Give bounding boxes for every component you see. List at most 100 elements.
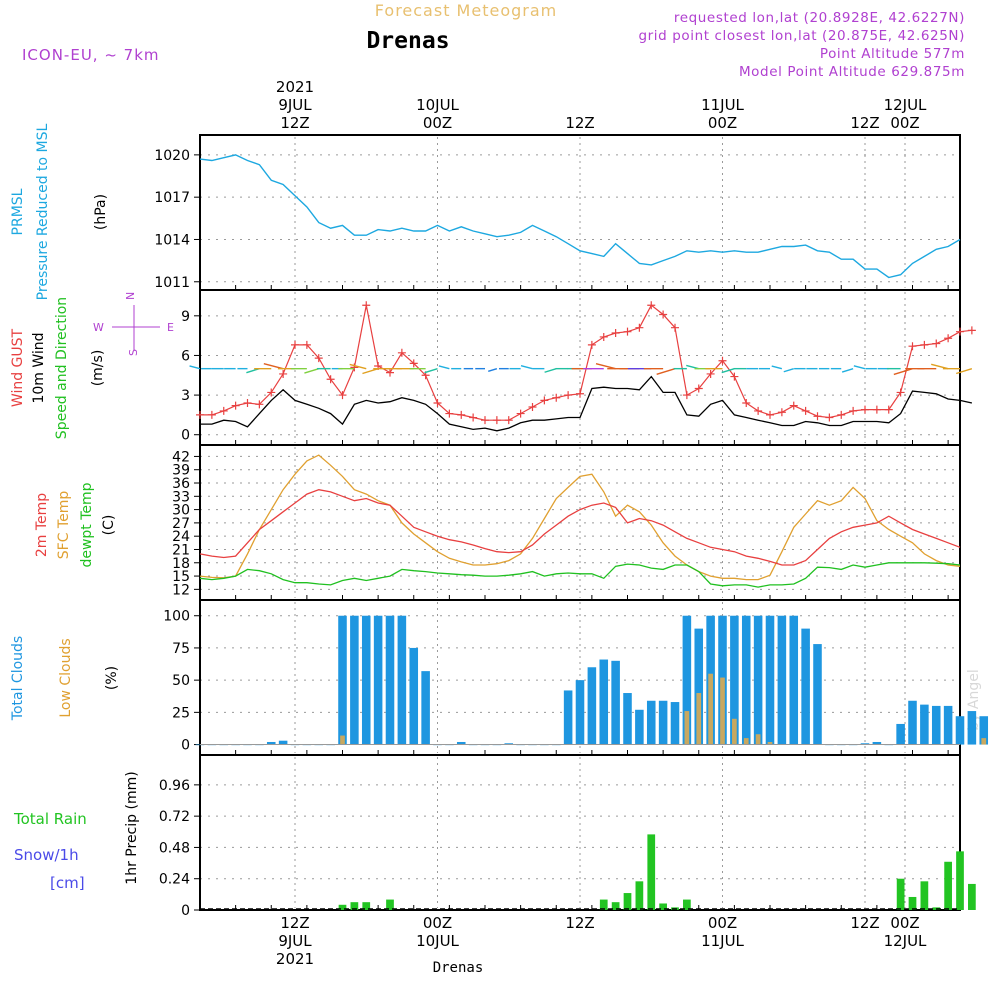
y-tick-label: 0.24	[159, 872, 190, 888]
legend-total-rain: Total Rain	[13, 810, 87, 828]
bottom-axis-label: 00Z	[423, 914, 452, 932]
chart-panels: 1011101410171020036912151821242730333639…	[10, 123, 989, 919]
location-title: Drenas	[366, 28, 449, 54]
model-altitude: Model Point Altitude 629.875m	[739, 64, 965, 80]
bar-total-clouds	[979, 716, 989, 745]
wind-direction-arrow	[721, 367, 735, 374]
gust-point-marker	[611, 328, 620, 337]
y-label-low-clouds: Low Clouds	[58, 638, 74, 717]
bars-total-rain	[338, 834, 976, 910]
bar-total-clouds	[955, 716, 965, 745]
wind-direction-arrow	[771, 365, 783, 370]
y-tick-label: 1020	[154, 148, 190, 164]
gust-point-marker	[872, 405, 881, 414]
bar-total-clouds	[813, 644, 822, 745]
wind-direction-arrow	[424, 367, 438, 374]
bar-total-clouds	[504, 743, 514, 745]
bar-total-clouds	[587, 667, 597, 745]
bar-low-clouds	[767, 741, 773, 745]
gust-point-marker	[884, 405, 893, 414]
model-label: ICON-EU, ~ 7km	[22, 46, 160, 64]
gust-point-marker	[219, 406, 228, 415]
gust-point-marker	[481, 416, 489, 425]
bar-total-clouds	[777, 615, 787, 745]
bar-rain	[635, 881, 644, 910]
panel-frame	[199, 754, 961, 911]
gust-point-marker	[504, 416, 513, 425]
bar-low-clouds	[684, 711, 690, 745]
y-label-pressure-msl: Pressure Reduced to MSL	[35, 123, 51, 300]
bar-rain	[944, 861, 952, 910]
bar-total-clouds	[908, 700, 917, 745]
bottom-axis-label: 10JUL	[416, 932, 459, 950]
bar-total-clouds	[361, 615, 371, 745]
wind-arrows	[189, 362, 973, 376]
series-line-sfc-temp	[199, 454, 961, 581]
gust-point-marker	[647, 301, 656, 310]
wind-direction-arrow	[956, 367, 973, 375]
y-label-2m-temp: 2m Temp	[34, 493, 50, 557]
gust-point-marker	[255, 400, 264, 409]
y-label-percent: (%)	[104, 666, 120, 690]
gust-point-marker	[314, 354, 323, 363]
gust-point-marker	[967, 326, 976, 335]
gust-point-marker	[659, 310, 668, 319]
bar-low-clouds	[981, 738, 987, 745]
wind-direction-arrow	[520, 365, 533, 370]
gust-point-marker	[386, 368, 394, 377]
bar-rain	[647, 834, 656, 910]
bar-total-clouds	[421, 671, 430, 745]
bar-total-clouds	[599, 659, 609, 745]
bar-total-clouds	[765, 615, 775, 745]
y-tick-label: 12	[172, 582, 190, 598]
bar-total-clouds	[611, 660, 620, 745]
bar-rain	[362, 902, 371, 910]
top-axis-label: 12Z	[280, 114, 309, 132]
bar-total-clouds	[860, 743, 870, 745]
top-axis-label: 10JUL	[416, 96, 459, 114]
y-tick-label: 9	[181, 309, 190, 325]
bottom-axis-label: 12Z	[850, 914, 879, 932]
wind-direction-arrow	[304, 367, 319, 374]
y-label-sfc-temp: SFC Temp	[56, 491, 72, 560]
gust-point-marker	[742, 399, 751, 408]
series-line-dewpt-temp	[199, 562, 961, 588]
gust-point-marker	[445, 409, 454, 418]
compass-w: W	[93, 321, 104, 334]
bottom-axis-label: 2021	[276, 950, 314, 968]
gust-point-marker	[766, 410, 774, 419]
gust-point-marker	[599, 332, 608, 341]
gust-point-marker	[718, 356, 727, 365]
gust-point-marker	[837, 410, 846, 419]
y-tick-label: 100	[163, 609, 190, 625]
bar-total-clouds	[266, 741, 276, 745]
y-tick-label: 21	[172, 542, 190, 558]
y-label-10m-wind: 10m Wind	[31, 332, 47, 403]
y-tick-label: 50	[172, 673, 190, 689]
y-tick-label: 3	[181, 388, 190, 404]
bar-total-clouds	[741, 615, 751, 745]
y-label-dewpt-temp: dewpt Temp	[79, 482, 95, 567]
wind-direction-arrow	[853, 365, 866, 370]
gust-point-marker	[801, 406, 810, 415]
panel-pressure: 1011 1014 1017 1020	[154, 134, 961, 291]
point-altitude: Point Altitude 577m	[820, 46, 965, 62]
compass-s: S	[127, 349, 140, 356]
bar-total-clouds	[338, 615, 347, 745]
gust-point-marker	[623, 327, 632, 336]
gust-point-marker	[302, 340, 311, 349]
bar-total-clouds	[646, 700, 656, 745]
y-tick-label: 0	[181, 738, 190, 754]
gust-point-marker	[516, 409, 525, 418]
gust-point-marker	[754, 406, 763, 415]
bar-total-clouds	[658, 700, 668, 745]
gust-point-marker	[956, 327, 964, 336]
gust-point-marker	[896, 388, 905, 397]
y-tick-label: 30	[172, 503, 190, 519]
y-tick-label: 0	[181, 903, 190, 919]
gust-markers	[196, 301, 976, 425]
gust-point-marker	[635, 323, 644, 332]
wind-direction-arrow	[893, 367, 913, 376]
panel-precip: 0 0.24 0.48 0.72 0.96	[159, 754, 961, 919]
